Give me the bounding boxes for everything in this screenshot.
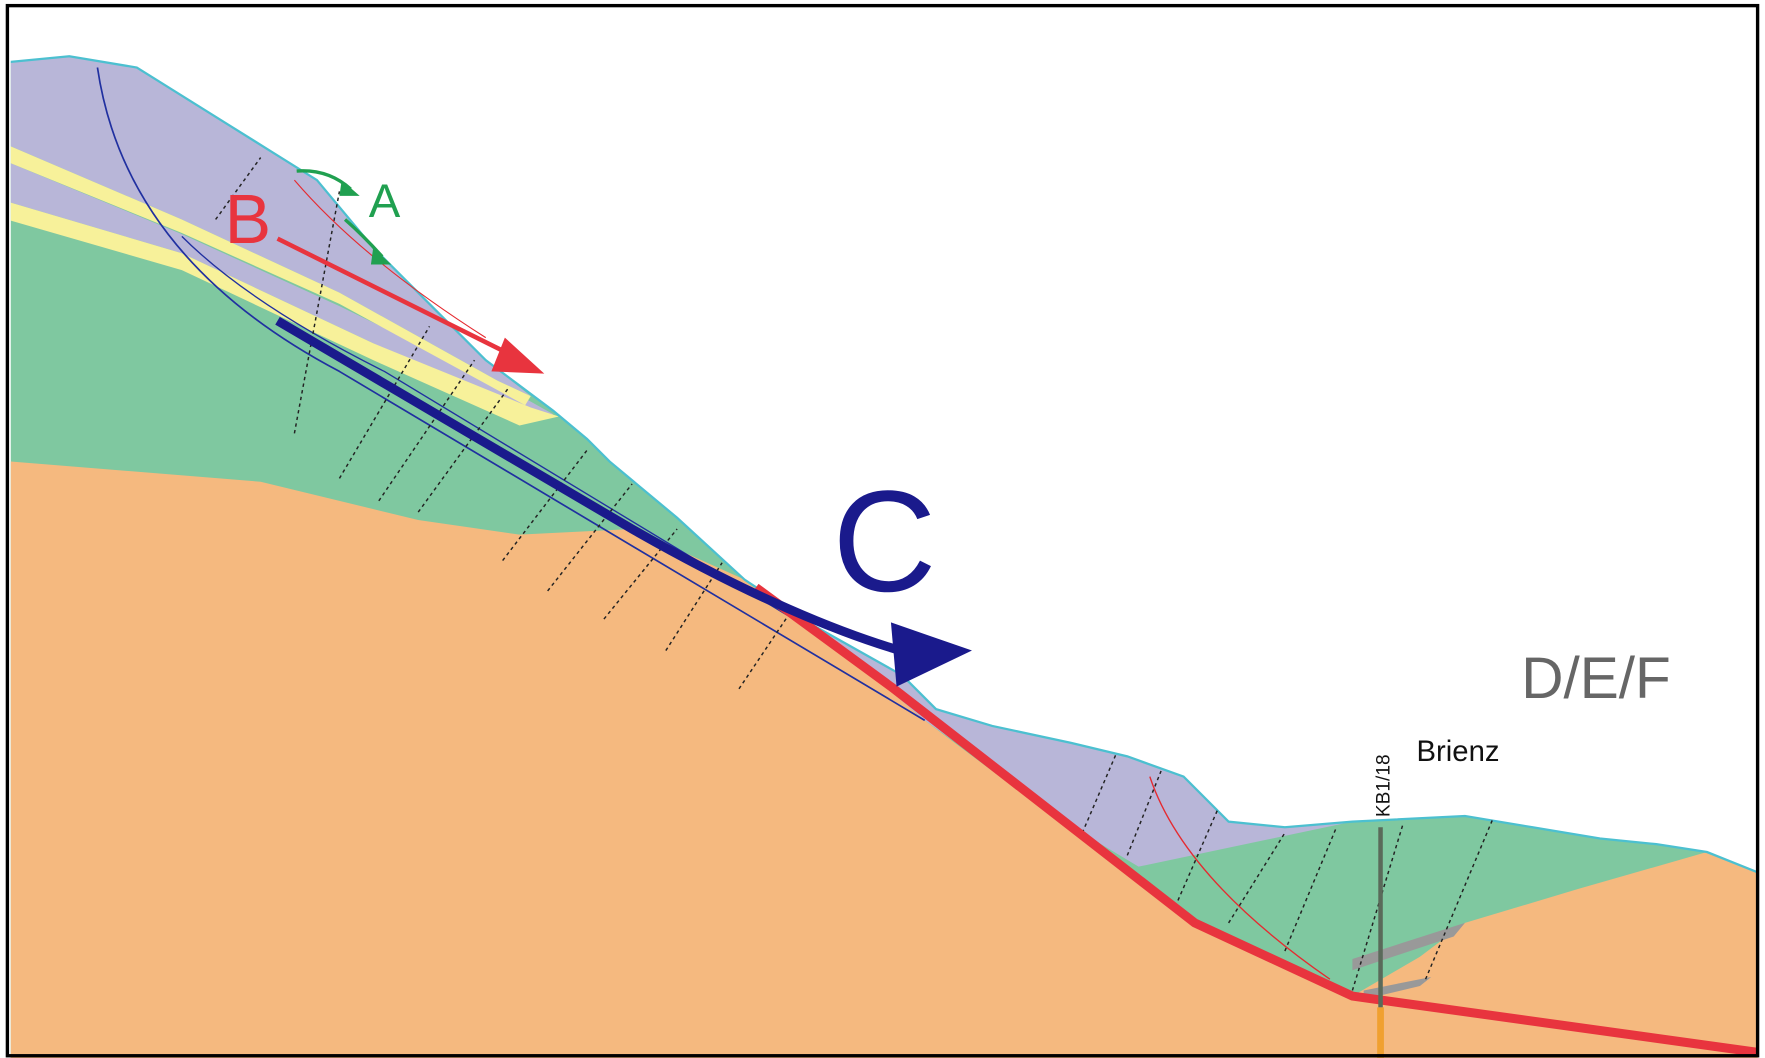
label-borehole: KB1/18: [1374, 754, 1395, 817]
bedrock: [10, 461, 1758, 1058]
yellow-band: [10, 146, 531, 406]
surface-line: [10, 55, 1759, 874]
purple-layer-upper: [10, 56, 531, 397]
arrow-b-head: [491, 337, 545, 374]
purple-layer-middle: [10, 163, 554, 419]
minor-fault: [1149, 776, 1331, 980]
arrow-b: [276, 236, 519, 360]
label-b: B: [225, 180, 272, 258]
arrow-a-head: [370, 247, 392, 265]
label-def: D/E/F: [1521, 646, 1671, 711]
slip-surface: [96, 67, 926, 722]
yellow-band: [10, 202, 559, 426]
main-fault: [753, 583, 1759, 1057]
label-a: A: [369, 175, 401, 228]
slip-surface: [181, 235, 813, 631]
frame: [5, 3, 1760, 1058]
arrow-c-head: [890, 622, 972, 687]
arrow-c: [275, 316, 910, 658]
label-brienz: Brienz: [1417, 736, 1500, 768]
label-c: C: [832, 461, 936, 622]
arrow-a-head: [339, 180, 360, 196]
